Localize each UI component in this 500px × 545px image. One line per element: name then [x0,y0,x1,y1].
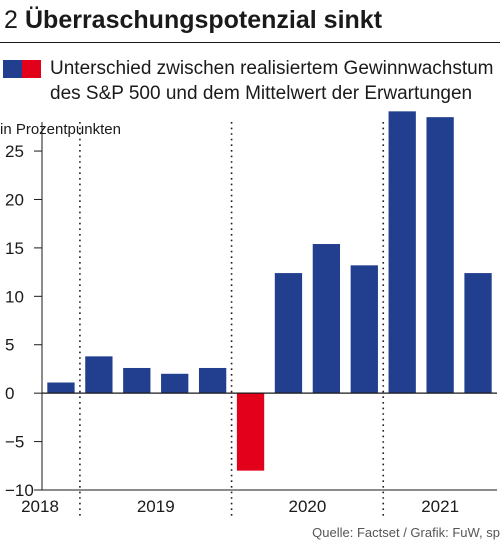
y-axis-unit-label: in Prozentpunkten [0,121,121,138]
year-label: 2020 [289,497,327,516]
year-label: 2021 [421,497,459,516]
year-label: 2018 [21,497,59,516]
figure-number: 2 [4,6,18,34]
chart-title: Überraschungspotenzial sinkt [25,6,383,34]
legend-text: Unterschied zwischen realisiertem Gewinn… [50,58,494,104]
bar [312,244,341,394]
bar [198,367,227,394]
legend-swatch-positive [3,60,22,78]
bar [426,117,454,394]
y-tick-label: −10 [5,481,34,500]
bar [123,367,151,394]
bar [464,273,492,394]
title-rule [0,42,500,43]
y-tick-label: −5 [5,433,24,452]
legend-swatch-negative [22,60,41,78]
bar [388,111,416,394]
legend-swatch [3,60,41,78]
y-tick-label: 25 [5,142,24,161]
bar [350,265,378,394]
bar [85,356,113,394]
year-label: 2019 [137,497,175,516]
chart-header: 2 Überraschungspotenzial sinkt Unterschi… [0,0,500,110]
bar [236,393,265,471]
bar [47,382,75,394]
bar [161,373,189,394]
y-tick-label: 5 [5,336,14,355]
bar [274,273,303,394]
y-tick-label: 20 [5,190,24,209]
y-tick-label: 15 [5,239,24,258]
source-note: Quelle: Factset / Grafik: FuW, sp [312,525,500,540]
y-tick-label: 10 [5,287,24,306]
y-tick-label: 0 [5,384,14,403]
